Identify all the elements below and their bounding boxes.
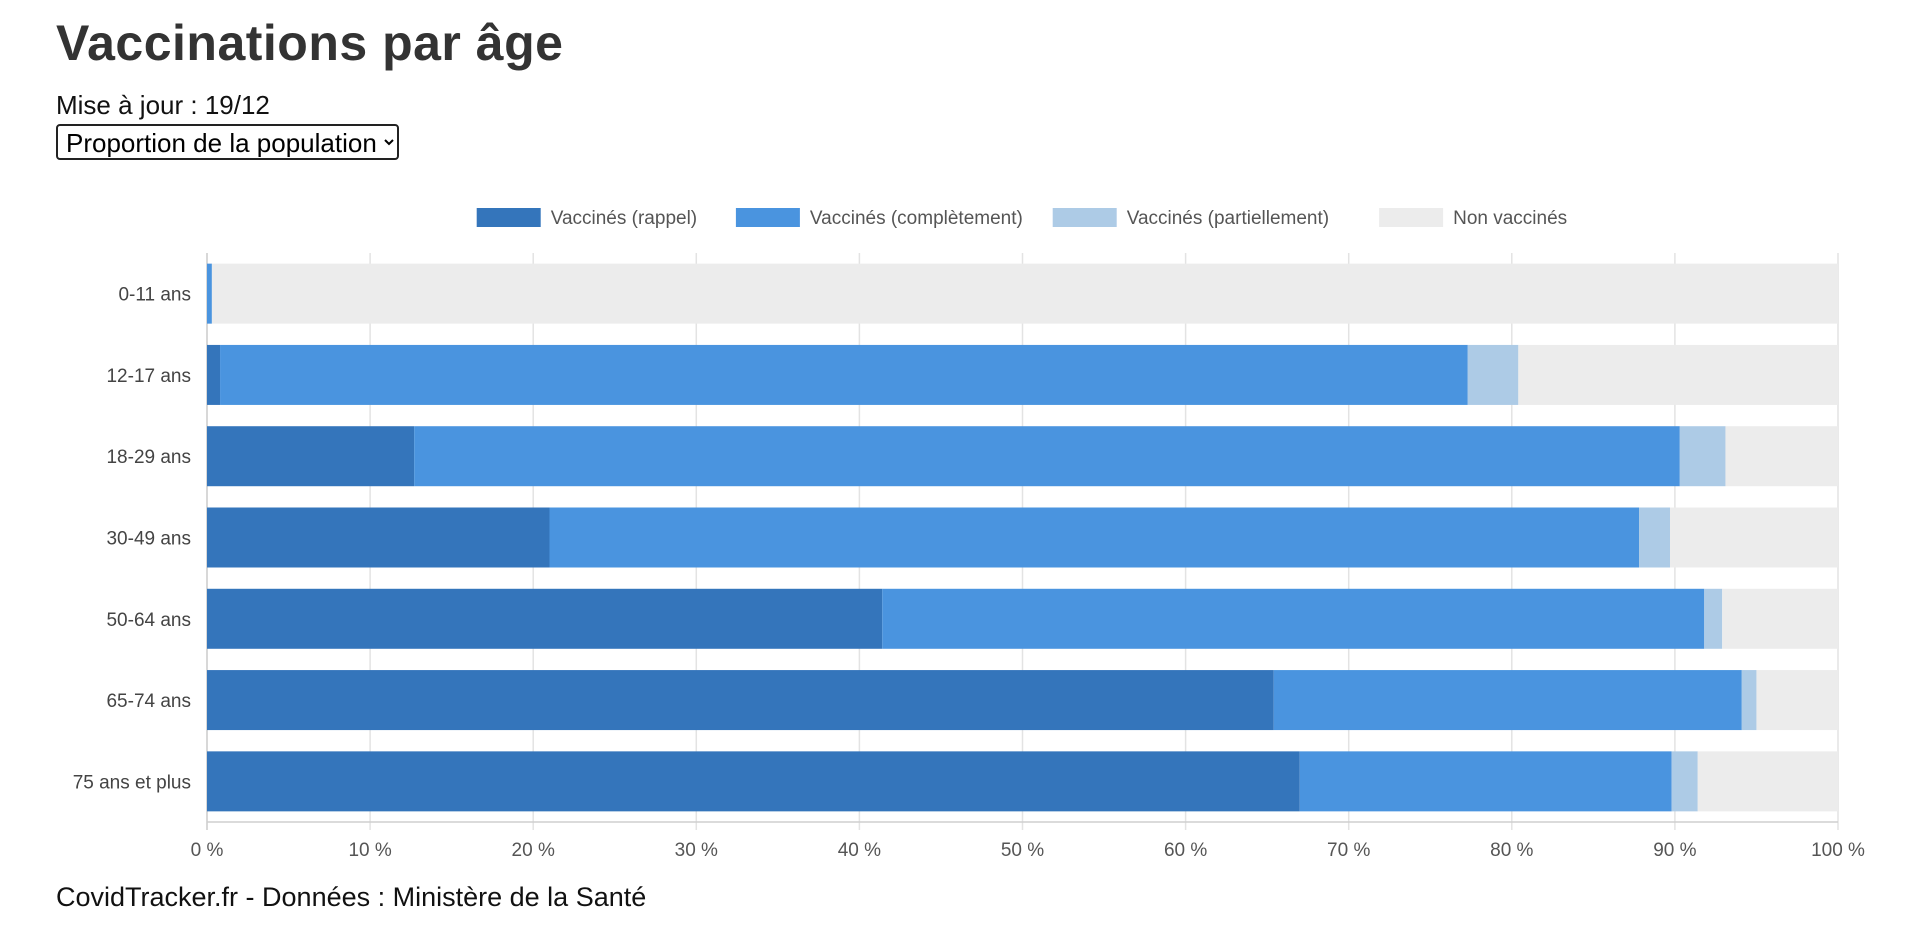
bar-segment <box>207 588 883 649</box>
x-tick-label: 100 % <box>1811 840 1865 861</box>
x-tick-label: 90 % <box>1653 840 1696 861</box>
x-tick-label: 30 % <box>675 840 718 861</box>
legend-label: Vaccinés (rappel) <box>551 208 697 229</box>
x-tick-label: 0 % <box>191 840 224 861</box>
bar-segment <box>220 344 1468 405</box>
view-select[interactable]: Proportion de la population <box>56 124 399 160</box>
bar-segment <box>1741 670 1757 731</box>
update-date: Mise à jour : 19/12 <box>56 90 270 120</box>
bar-segment <box>1697 751 1838 812</box>
y-axis-labels: 0-11 ans 12-17 ans 18-29 ans 30-49 ans 50-64… <box>73 285 191 794</box>
legend-swatch <box>476 208 541 227</box>
legend-label: Non vaccinés <box>1453 208 1567 229</box>
bar-segment <box>207 507 550 568</box>
bar-segment <box>1671 751 1698 812</box>
bar-segment <box>414 426 1680 487</box>
legend-swatch <box>1379 208 1444 227</box>
x-tick-label: 20 % <box>512 840 555 861</box>
x-tick-label: 60 % <box>1164 840 1207 861</box>
bar-segment <box>1639 507 1671 568</box>
page-title: Vaccinations par âge <box>56 15 564 71</box>
bar-segment <box>207 751 1300 812</box>
y-tick-label: 0-11 ans <box>118 285 191 306</box>
bar-segment <box>1725 426 1838 487</box>
bar-segment <box>1679 426 1726 487</box>
bar-segment <box>549 507 1640 568</box>
view-select-wrapper: Proportion de la population <box>56 124 399 160</box>
x-tick-label: 10 % <box>348 840 391 861</box>
bar-segment <box>1467 344 1519 405</box>
bar-segment <box>207 426 415 487</box>
source-footer: CovidTracker.fr - Données : Ministère de… <box>56 882 647 912</box>
bar-segment <box>211 263 1838 324</box>
bar-segment <box>207 670 1274 731</box>
y-tick-label: 50-64 ans <box>106 610 191 631</box>
legend-label: Vaccinés (complètement) <box>810 208 1023 229</box>
bar-segment <box>882 588 1705 649</box>
chart-legend: Vaccinés (rappel) Vaccinés (complètement)… <box>476 208 1567 229</box>
legend-swatch <box>735 208 800 227</box>
chart-bars <box>207 263 1838 812</box>
bar-segment <box>1518 344 1838 405</box>
x-axis-labels: 0 % 10 % 20 % 30 % 40 % 50 % 60 % 70 % 80 % 90 % 1… <box>191 840 1865 861</box>
y-tick-label: 18-29 ans <box>106 447 191 468</box>
bar-segment <box>1722 588 1838 649</box>
x-tick-label: 50 % <box>1001 840 1044 861</box>
x-tick-label: 40 % <box>838 840 881 861</box>
bar-segment <box>207 344 221 405</box>
bar-segment <box>207 263 212 324</box>
x-tick-label: 80 % <box>1490 840 1533 861</box>
bar-segment <box>1273 670 1742 731</box>
x-tick-label: 70 % <box>1327 840 1370 861</box>
bar-segment <box>1756 670 1838 731</box>
bar-segment <box>1299 751 1672 812</box>
bar-segment <box>1704 588 1723 649</box>
legend-label: Vaccinés (partiellement) <box>1127 208 1329 229</box>
y-tick-label: 65-74 ans <box>106 691 191 712</box>
bar-segment <box>1670 507 1838 568</box>
legend-swatch <box>1052 208 1117 227</box>
y-tick-label: 12-17 ans <box>106 366 191 387</box>
y-tick-label: 30-49 ans <box>106 529 191 550</box>
vaccination-chart: Vaccinés (rappel) Vaccinés (complètement)… <box>73 208 1865 861</box>
y-tick-label: 75 ans et plus <box>73 772 191 793</box>
